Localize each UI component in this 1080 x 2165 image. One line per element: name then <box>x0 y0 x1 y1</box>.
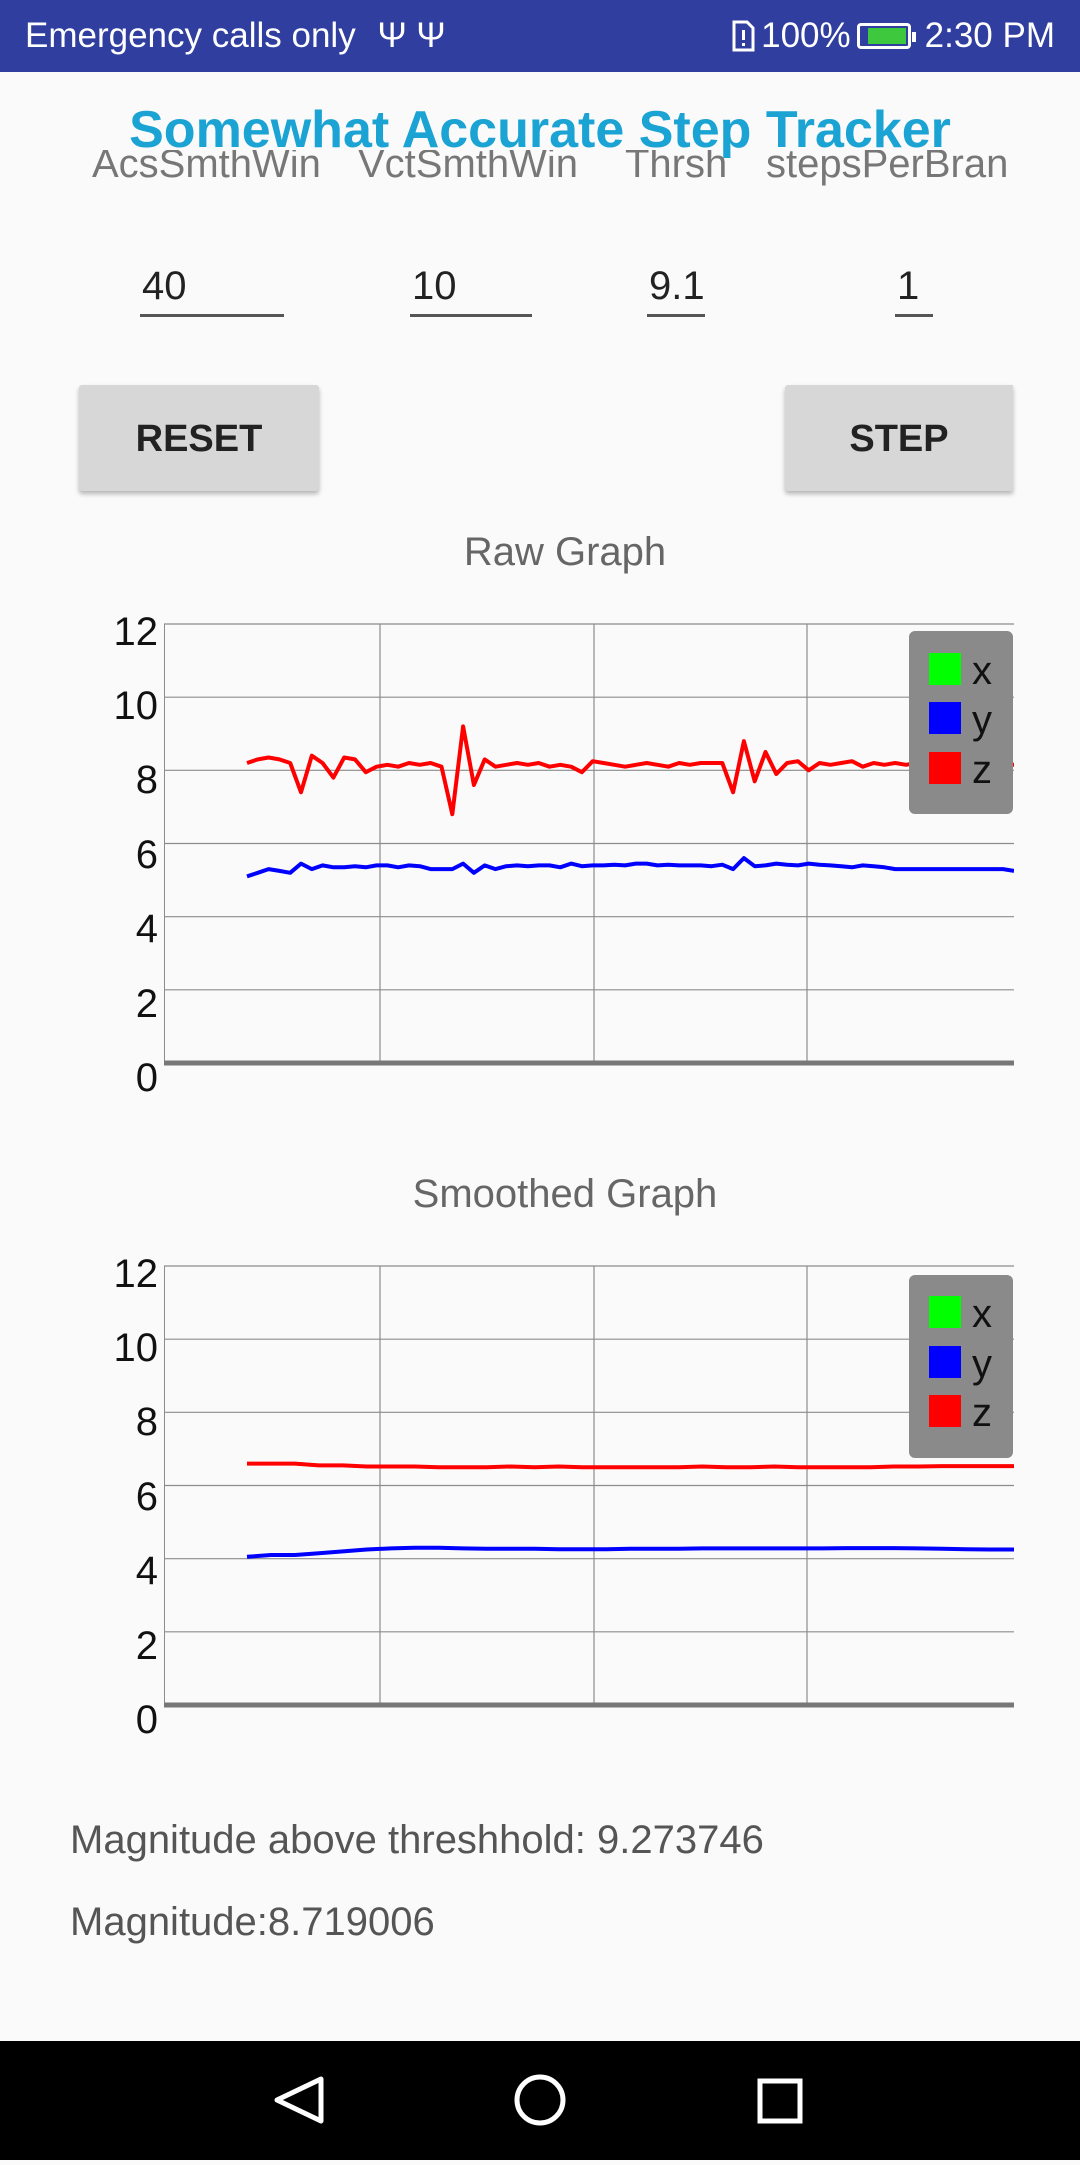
raw-legend-z-label: z <box>972 748 992 792</box>
raw-legend-x-label: x <box>972 649 992 693</box>
smooth-ytick-0: 0 <box>135 1698 158 1742</box>
smoothed-series-y <box>246 1545 1014 1559</box>
settings-headers: AcsSmthWin VctSmthWin Thrsh stepsPerBran <box>0 150 1013 194</box>
smooth-ytick-8: 8 <box>135 1400 158 1444</box>
raw-ytick-2: 2 <box>135 982 158 1026</box>
home-button[interactable] <box>460 2041 620 2160</box>
home-circle-icon <box>514 2074 566 2126</box>
usb-icon: Ψ Ψ <box>377 16 446 55</box>
smooth-legend-z-label: z <box>972 1391 992 1435</box>
battery-percent: 100% <box>761 16 851 55</box>
smooth-ytick-12: 12 <box>113 1252 159 1296</box>
back-triangle-icon <box>274 2076 324 2124</box>
smoothed-graph: x y z <box>164 1265 1014 1708</box>
status-bar: Emergency calls only Ψ Ψ 100% 2:30 PM <box>0 0 1080 72</box>
reset-button[interactable]: RESET <box>79 385 319 491</box>
vct-smth-win-input[interactable]: 10 <box>410 255 532 317</box>
magnitude-above-threshold-text: Magnitude above threshhold: 9.273746 <box>70 1818 764 1862</box>
raw-legend-y-label: y <box>972 698 992 742</box>
raw-ytick-0: 0 <box>135 1056 158 1100</box>
carrier-text: Emergency calls only <box>25 16 356 55</box>
header-vct-smth-win: VctSmthWin <box>358 150 579 186</box>
back-button[interactable] <box>220 2041 380 2160</box>
raw-ytick-4: 4 <box>135 907 158 951</box>
raw-series-y <box>246 856 1014 879</box>
threshold-input[interactable]: 9.1 <box>647 255 705 317</box>
raw-ytick-8: 8 <box>135 758 158 802</box>
smooth-ytick-4: 4 <box>135 1549 158 1593</box>
steps-per-branch-input[interactable]: 1 <box>895 255 933 317</box>
navigation-bar <box>0 2041 1080 2160</box>
smoothed-series-z <box>247 1461 1014 1470</box>
sim-card-icon <box>732 20 755 52</box>
smoothed-graph-title: Smoothed Graph <box>412 1172 718 1216</box>
raw-ytick-6: 6 <box>135 833 158 877</box>
raw-series-z <box>246 724 1014 817</box>
recents-button[interactable] <box>700 2041 860 2160</box>
smooth-legend-z-swatch <box>929 1395 961 1427</box>
raw-legend: x y z <box>909 631 1013 814</box>
smooth-legend-y-label: y <box>972 1342 992 1386</box>
smooth-ytick-10: 10 <box>113 1326 159 1370</box>
status-left: Emergency calls only Ψ Ψ <box>25 16 446 56</box>
acs-smth-win-input[interactable]: 40 <box>140 255 284 317</box>
header-acs-smth-win: AcsSmthWin <box>92 150 321 186</box>
recents-square-icon <box>757 2078 803 2124</box>
header-thrsh: Thrsh <box>625 150 728 186</box>
smooth-ytick-6: 6 <box>135 1475 158 1519</box>
header-steps-per-bran: stepsPerBran <box>766 150 1009 186</box>
raw-ytick-10: 10 <box>113 684 159 728</box>
raw-legend-y-swatch <box>929 702 961 734</box>
raw-graph-title: Raw Graph <box>463 530 667 574</box>
raw-legend-x-swatch <box>929 653 961 685</box>
smooth-legend-x-label: x <box>972 1292 992 1336</box>
smooth-legend-x-swatch <box>929 1296 961 1328</box>
raw-ytick-12: 12 <box>113 610 159 654</box>
smoothed-legend: x y z <box>909 1275 1013 1458</box>
smooth-legend-y-swatch <box>929 1346 961 1378</box>
magnitude-text: Magnitude:8.719006 <box>70 1900 435 1944</box>
step-button[interactable]: STEP <box>785 385 1013 491</box>
status-right: 100% 2:30 PM <box>731 16 1055 56</box>
app-title: Somewhat Accurate Step Tracker <box>129 101 951 159</box>
raw-graph: x y z <box>164 623 1014 1066</box>
battery-icon <box>856 23 916 49</box>
clock: 2:30 PM <box>924 16 1055 55</box>
raw-legend-z-swatch <box>929 752 961 784</box>
smooth-ytick-2: 2 <box>135 1624 158 1668</box>
